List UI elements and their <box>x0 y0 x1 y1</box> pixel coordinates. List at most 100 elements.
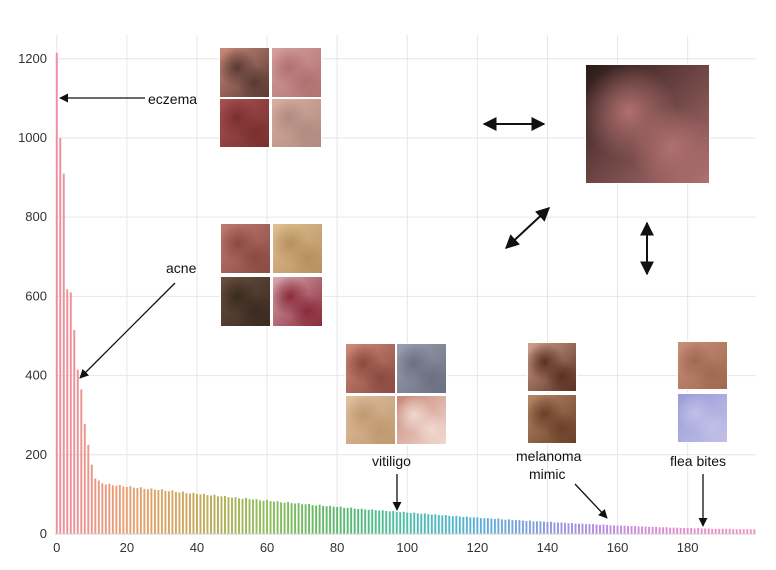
bar <box>308 503 311 534</box>
bar <box>83 423 86 534</box>
bar <box>80 389 83 534</box>
bar <box>287 501 290 534</box>
bar <box>87 444 90 534</box>
bar <box>497 518 500 534</box>
bar <box>248 499 251 534</box>
bar <box>164 490 167 534</box>
bar <box>676 527 679 534</box>
x-tick-label: 80 <box>330 540 344 555</box>
bar <box>269 501 272 534</box>
bar <box>199 494 202 534</box>
bar <box>679 528 682 534</box>
bar <box>532 521 535 534</box>
bar <box>693 528 696 534</box>
melanoma-mimic-label-line: mimic <box>529 466 566 482</box>
bar <box>122 486 125 534</box>
bar <box>585 524 587 534</box>
bar <box>227 497 230 534</box>
bar <box>420 513 423 534</box>
y-tick-label: 0 <box>40 526 47 541</box>
bar <box>581 523 584 534</box>
bar <box>62 173 65 534</box>
bar <box>353 508 356 534</box>
bar <box>304 504 307 534</box>
bar <box>441 515 444 534</box>
bar <box>472 517 475 534</box>
flea-thumb-2 <box>677 393 728 443</box>
bar <box>690 528 693 534</box>
bar <box>339 506 342 534</box>
bar <box>725 528 728 534</box>
bar <box>409 513 412 534</box>
melanoma-thumb-1 <box>527 342 577 392</box>
bar <box>571 522 573 534</box>
bar <box>350 507 353 534</box>
bar <box>553 522 556 534</box>
x-tick-label: 100 <box>396 540 418 555</box>
bar <box>388 511 391 534</box>
bar <box>188 493 191 534</box>
bar <box>322 505 325 534</box>
bar <box>73 330 76 534</box>
bar <box>648 526 651 534</box>
bar <box>108 483 111 534</box>
bar <box>616 525 619 534</box>
bar <box>455 515 458 534</box>
bar <box>574 523 577 534</box>
bar <box>231 497 233 534</box>
bar <box>753 529 756 534</box>
bar <box>739 529 742 534</box>
bar <box>238 498 240 534</box>
bar <box>430 514 433 534</box>
bar <box>55 52 58 534</box>
bar <box>336 507 339 534</box>
bar <box>101 483 104 534</box>
bar <box>700 528 703 534</box>
bar <box>202 494 205 534</box>
bar <box>416 513 419 534</box>
bar <box>111 485 114 534</box>
bar <box>476 517 479 534</box>
bar <box>728 528 731 534</box>
bar <box>213 494 216 534</box>
bar <box>325 506 328 534</box>
bar <box>606 524 609 534</box>
bar <box>546 522 549 534</box>
bar <box>245 497 247 534</box>
bar <box>549 521 552 534</box>
y-tick-label: 800 <box>25 209 47 224</box>
bar <box>451 516 454 534</box>
bar <box>392 511 395 534</box>
bar <box>539 521 542 534</box>
bar <box>493 518 496 534</box>
bar <box>276 501 279 534</box>
bar <box>252 499 254 534</box>
bar <box>118 484 121 534</box>
bar <box>599 524 601 534</box>
bar <box>150 488 153 534</box>
bar <box>434 514 437 534</box>
bar <box>360 508 363 534</box>
bar <box>427 514 430 534</box>
x-tick-label: 160 <box>607 540 629 555</box>
bar <box>115 485 118 534</box>
bar <box>181 491 184 534</box>
bar <box>217 496 219 534</box>
bar <box>332 506 335 534</box>
bar <box>697 528 700 534</box>
bar <box>273 501 276 534</box>
bar <box>90 464 93 534</box>
bar <box>371 509 374 534</box>
flea-thumb-1 <box>677 341 728 390</box>
x-tick-label: 60 <box>260 540 274 555</box>
bar <box>301 504 304 534</box>
bar <box>683 528 686 534</box>
bar <box>157 490 160 534</box>
bar <box>718 528 721 534</box>
melanoma-mimic-label-line: melanoma <box>516 448 582 464</box>
bar <box>669 527 672 534</box>
bar <box>658 527 661 534</box>
bar <box>560 522 563 534</box>
bar <box>374 510 377 534</box>
bar <box>143 488 146 534</box>
